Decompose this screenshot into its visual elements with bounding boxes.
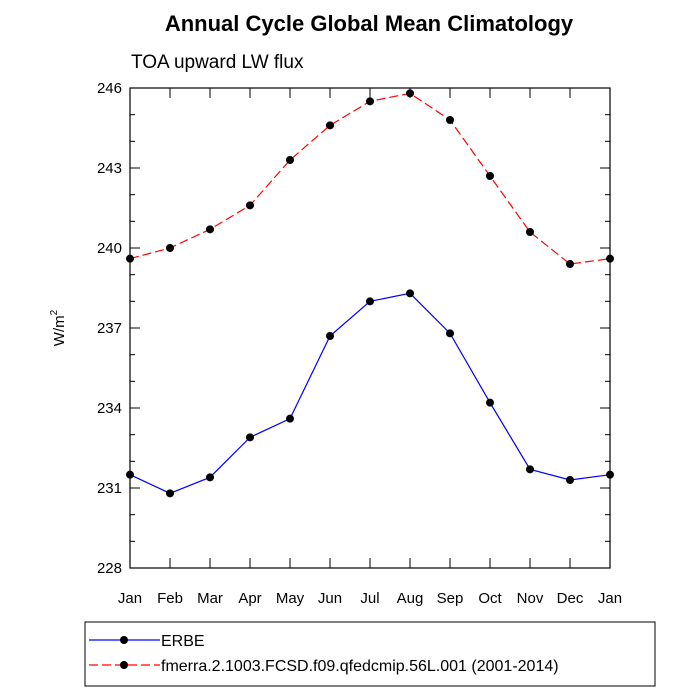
series-0-point (206, 473, 214, 482)
x-tick-label: Jun (318, 590, 342, 607)
series-0-point (366, 297, 374, 306)
series-1-point (206, 225, 214, 234)
series-0-point (566, 476, 574, 484)
x-tick-label: May (276, 590, 305, 607)
series-0-point (446, 329, 454, 338)
series-1-point (166, 244, 174, 252)
x-tick-label: Nov (517, 590, 544, 607)
series-line-1 (129, 92, 611, 265)
legend: ERBE fmerra.2.1003.FCSD.f09.qfedcmip.56L.… (89, 633, 559, 675)
x-tick-label: Jan (118, 590, 142, 607)
x-tick-label: Dec (557, 590, 584, 607)
series-1-point (326, 121, 334, 130)
series-0-point (126, 470, 134, 479)
series-1-point (606, 254, 614, 263)
y-tick-label: 237 (97, 320, 122, 337)
chart-subtitle: TOA upward LW flux (131, 52, 304, 73)
series-0-point (406, 289, 414, 298)
series-0-point (246, 433, 254, 442)
plot-frame (129, 87, 611, 569)
x-tick-label: Jul (360, 590, 379, 607)
legend-label-1: fmerra.2.1003.FCSD.f09.qfedcmip.56L.001 … (161, 658, 559, 675)
y-tick-label: 240 (97, 240, 122, 257)
series-0-point (286, 414, 294, 423)
y-tick-label: 234 (97, 400, 122, 417)
y-axis-label-base: W/m (51, 315, 68, 346)
x-tick-label: Apr (238, 590, 261, 607)
y-axis-label-superscript: 2 (49, 309, 60, 315)
x-tick-label: Aug (397, 590, 424, 607)
x-tick-label: Mar (197, 590, 223, 607)
legend-label-0: ERBE (161, 633, 205, 650)
series-0-point (486, 398, 494, 407)
series-1-point (126, 254, 134, 263)
x-tick-label: Feb (157, 590, 183, 607)
series-1-point (286, 156, 294, 164)
series-0-point (606, 470, 614, 479)
series-0-point (166, 489, 174, 498)
y-axis-label: W/m2 (49, 309, 68, 346)
series-1-point (446, 116, 454, 124)
x-tick-label: Jan (598, 590, 622, 607)
y-tick-label: 246 (97, 80, 122, 97)
y-tick-label: 231 (97, 480, 122, 497)
x-tick-label: Sep (437, 590, 464, 607)
x-tick-label: Oct (478, 590, 502, 607)
x-axis-ticks: Jan Feb Mar Apr May Jun Jul Aug Sep Oct Nov Dec Jan (118, 88, 622, 607)
y-tick-label: 243 (97, 160, 122, 177)
series-layer (126, 89, 614, 498)
series-1-point (246, 201, 254, 210)
series-0-point (526, 465, 534, 474)
series-1-point (486, 172, 494, 180)
chart-title: Annual Cycle Global Mean Climatology (165, 11, 574, 36)
legend-marker-0 (120, 636, 128, 644)
series-1-point (566, 260, 574, 268)
series-1-point (406, 89, 414, 98)
series-line-0 (129, 292, 611, 494)
series-0-point (326, 332, 334, 340)
legend-box (84, 621, 656, 687)
series-1-point (526, 228, 534, 236)
legend-marker-1 (120, 661, 128, 669)
y-tick-label: 228 (97, 560, 122, 577)
series-1-point (366, 97, 374, 106)
y-axis-ticks: 228 231 234 237 240 243 246 (97, 80, 610, 577)
